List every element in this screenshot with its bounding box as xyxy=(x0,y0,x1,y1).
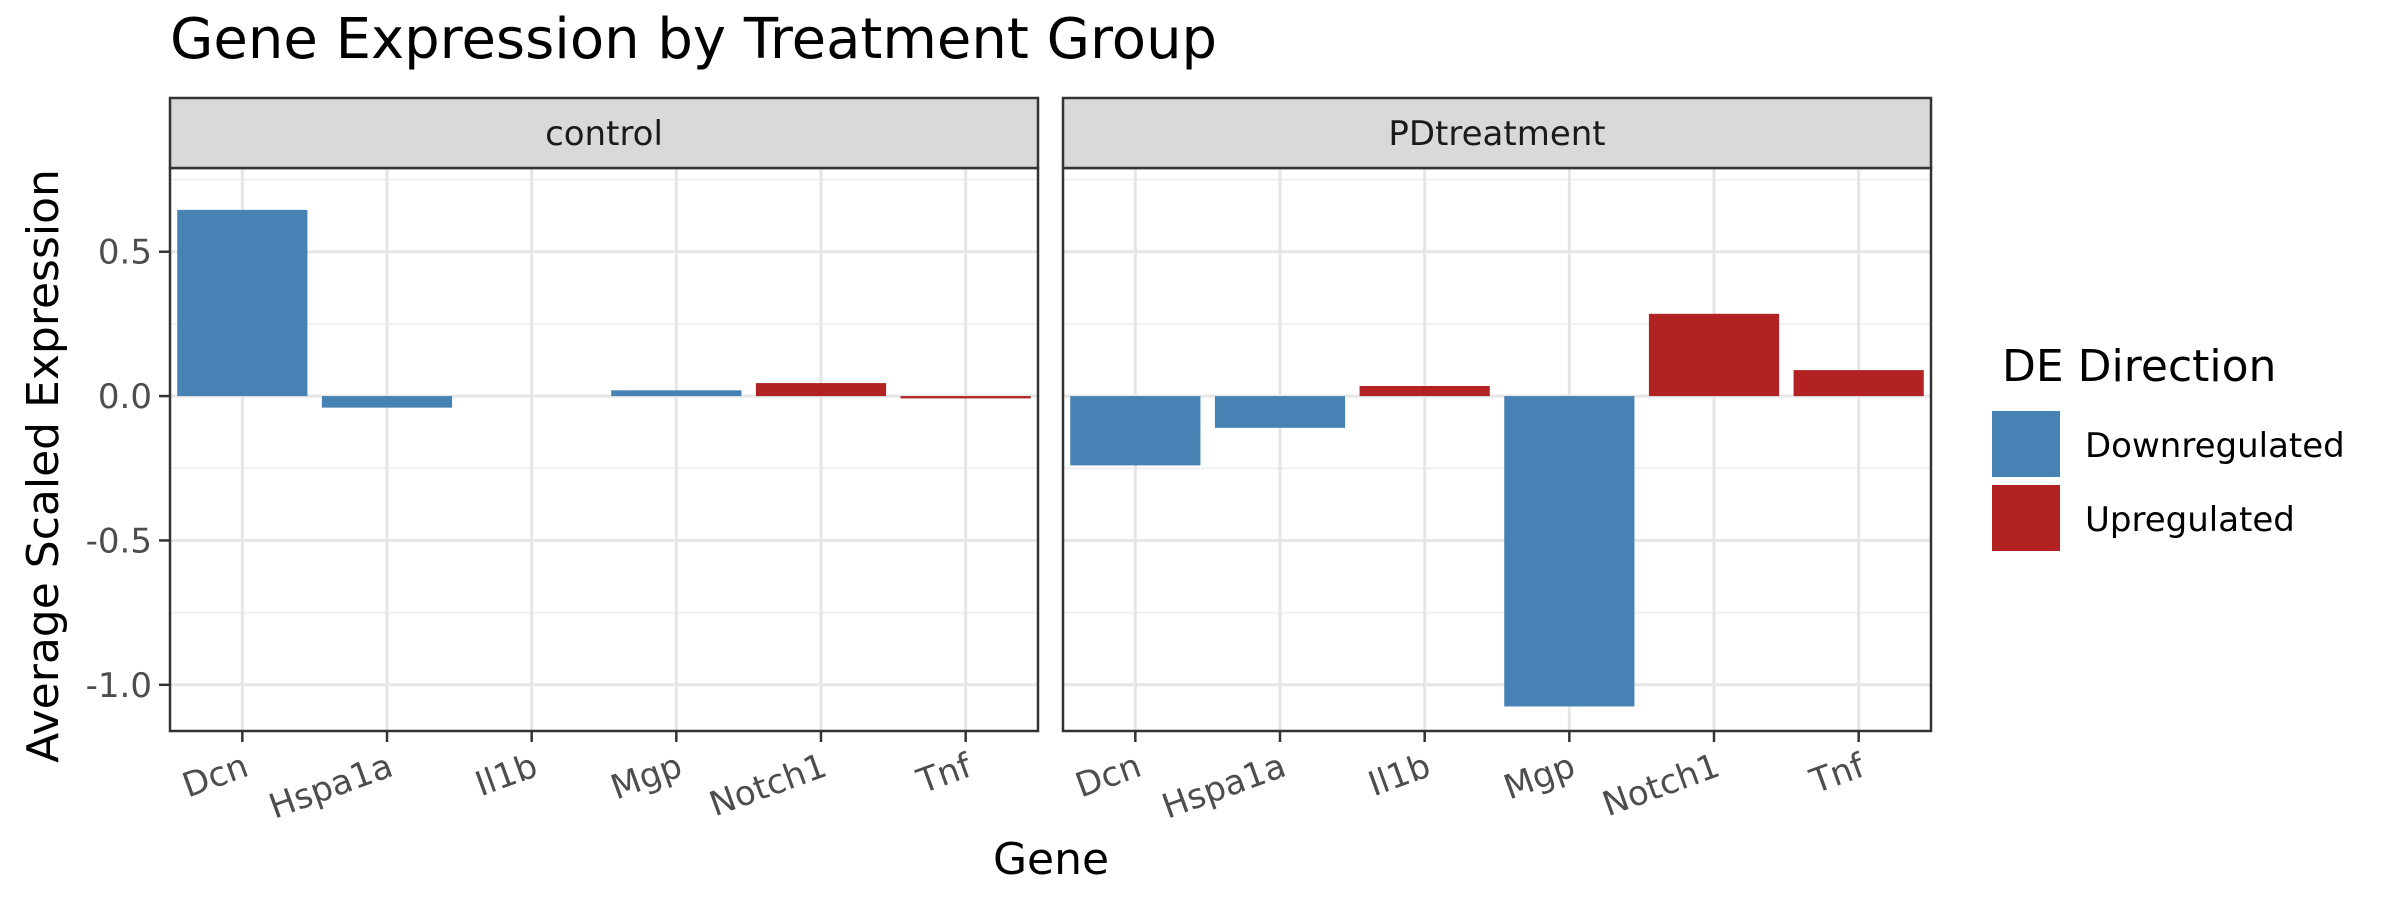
bar-tnf xyxy=(900,396,1031,399)
bar-dcn xyxy=(177,209,308,397)
bar-tnf xyxy=(1793,370,1924,397)
legend: DE Direction Downregulated Upregulated xyxy=(1992,341,2345,551)
bar-hspa1a xyxy=(321,396,453,408)
x-axis-label: Gene xyxy=(993,834,1109,885)
bar-mgp xyxy=(1504,396,1635,707)
x-tick-label: Dcn xyxy=(177,746,253,806)
x-tick-label: Dcn xyxy=(1070,746,1146,806)
bar-notch1 xyxy=(755,383,887,397)
panel-background xyxy=(170,168,1038,731)
legend-title: DE Direction xyxy=(2002,341,2276,392)
x-tick-label: Il1b xyxy=(470,746,543,805)
x-tick-label: Mgp xyxy=(1499,746,1581,808)
legend-label-downregulated: Downregulated xyxy=(2085,426,2345,466)
legend-label-upregulated: Upregulated xyxy=(2085,500,2295,540)
x-tick-label: Tnf xyxy=(911,746,978,803)
facet-strip xyxy=(168,96,1040,170)
facet-label: PDtreatment xyxy=(1388,114,1605,154)
bar-il1b xyxy=(1359,385,1490,397)
bar-mgp xyxy=(611,390,742,397)
facet-strip xyxy=(1061,96,1933,170)
y-tick-label: -1.0 xyxy=(86,666,152,706)
panel-PDtreatment: PDtreatment Dcn Hspa1a Il1b Mgp Notch1 Tnf xyxy=(1061,96,1933,827)
legend-swatch-downregulated xyxy=(1992,411,2060,477)
bar-dcn xyxy=(1070,396,1201,466)
y-tick-label: -0.5 xyxy=(86,521,152,561)
bar-hspa1a xyxy=(1214,396,1346,428)
x-tick-label: Mgp xyxy=(606,746,688,808)
y-axis-label: Average Scaled Expression xyxy=(18,169,69,763)
x-tick-label: Hspa1a xyxy=(264,746,398,827)
x-tick-label: Hspa1a xyxy=(1157,746,1291,827)
chart-title: Gene Expression by Treatment Group xyxy=(170,7,1217,72)
x-tick-label: Il1b xyxy=(1363,746,1436,805)
x-tick-label: Notch1 xyxy=(1597,746,1725,825)
x-tick-label: Tnf xyxy=(1804,746,1871,803)
panel-background xyxy=(1063,168,1931,731)
y-tick-label: 0.0 xyxy=(98,377,152,417)
panel-control: control Dcn Hspa1a Il1b Mgp Notch1 Tnf 0.5 0.0 -0… xyxy=(86,96,1040,827)
legend-swatch-upregulated xyxy=(1992,485,2060,551)
y-tick-label: 0.5 xyxy=(98,233,152,273)
facet-label: control xyxy=(545,114,663,154)
bar-notch1 xyxy=(1648,313,1780,397)
x-tick-label: Notch1 xyxy=(704,746,832,825)
